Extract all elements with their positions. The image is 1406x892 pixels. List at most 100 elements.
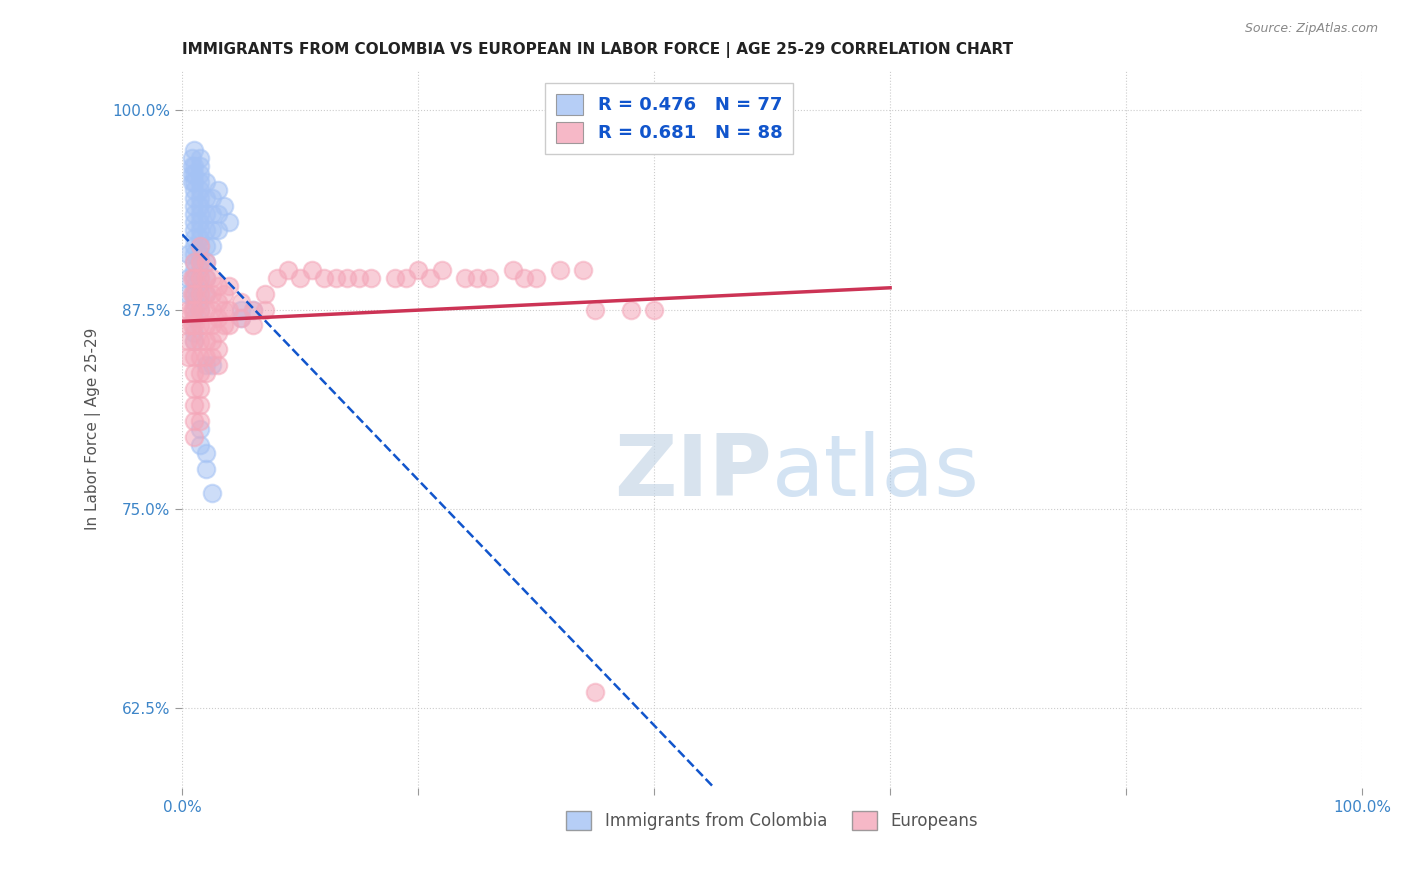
Point <box>325 270 347 285</box>
Point <box>188 254 211 268</box>
Point <box>183 278 205 293</box>
Point <box>194 207 217 221</box>
Point <box>183 294 205 309</box>
Point <box>194 359 217 373</box>
Point <box>360 270 382 285</box>
Point <box>194 254 217 268</box>
Point <box>183 270 205 285</box>
Point <box>188 286 211 301</box>
Point <box>454 270 477 285</box>
Point <box>207 326 229 341</box>
Point <box>183 318 205 333</box>
Point <box>207 207 229 221</box>
Point <box>218 302 240 317</box>
Point <box>188 351 211 365</box>
Point <box>218 215 240 229</box>
Point <box>201 270 224 285</box>
Point <box>253 286 276 301</box>
Point <box>183 326 205 341</box>
Point <box>177 318 200 333</box>
Point <box>207 294 229 309</box>
Point <box>384 270 406 285</box>
Point <box>619 302 641 317</box>
Point <box>212 286 235 301</box>
Point <box>194 191 217 205</box>
Point <box>188 246 211 260</box>
Point <box>183 398 205 412</box>
Text: ZIP: ZIP <box>614 431 772 514</box>
Point <box>201 334 224 349</box>
Point <box>183 382 205 396</box>
Point <box>201 302 224 317</box>
Point <box>183 286 205 301</box>
Point <box>188 302 211 317</box>
Point <box>188 239 211 253</box>
Point <box>183 167 205 181</box>
Point <box>201 223 224 237</box>
Point <box>212 318 235 333</box>
Point <box>188 199 211 213</box>
Point <box>201 486 224 500</box>
Point <box>194 239 217 253</box>
Point <box>180 151 202 165</box>
Point <box>183 239 205 253</box>
Point <box>188 270 211 285</box>
Point <box>207 278 229 293</box>
Point <box>201 207 224 221</box>
Point <box>183 183 205 197</box>
Point <box>177 302 200 317</box>
Point <box>419 270 441 285</box>
Point <box>183 159 205 173</box>
Point <box>188 262 211 277</box>
Point <box>183 310 205 325</box>
Point <box>253 302 276 317</box>
Point <box>188 270 211 285</box>
Point <box>183 334 205 349</box>
Point <box>183 334 205 349</box>
Point <box>194 286 217 301</box>
Point <box>207 310 229 325</box>
Text: IMMIGRANTS FROM COLOMBIA VS EUROPEAN IN LABOR FORCE | AGE 25-29 CORRELATION CHAR: IMMIGRANTS FROM COLOMBIA VS EUROPEAN IN … <box>183 42 1014 58</box>
Point <box>180 318 202 333</box>
Point <box>188 231 211 245</box>
Point <box>183 270 205 285</box>
Point <box>201 239 224 253</box>
Point <box>183 207 205 221</box>
Point <box>290 270 312 285</box>
Point <box>183 199 205 213</box>
Point <box>183 231 205 245</box>
Point <box>188 334 211 349</box>
Point <box>188 191 211 205</box>
Point <box>183 302 205 317</box>
Point <box>524 270 547 285</box>
Point <box>188 318 211 333</box>
Point <box>242 318 264 333</box>
Point <box>231 310 253 325</box>
Point <box>207 183 229 197</box>
Point <box>188 302 211 317</box>
Point <box>301 262 323 277</box>
Point <box>177 286 200 301</box>
Point <box>188 414 211 428</box>
Legend: R = 0.476   N = 77, R = 0.681   N = 88: R = 0.476 N = 77, R = 0.681 N = 88 <box>546 83 793 153</box>
Point <box>188 254 211 268</box>
Point <box>183 223 205 237</box>
Point <box>572 262 595 277</box>
Point <box>312 270 335 285</box>
Point <box>188 183 211 197</box>
Point <box>188 438 211 452</box>
Point <box>194 446 217 460</box>
Point <box>336 270 359 285</box>
Point <box>188 151 211 165</box>
Point <box>231 310 253 325</box>
Point <box>347 270 370 285</box>
Point <box>188 207 211 221</box>
Point <box>194 223 217 237</box>
Point <box>183 414 205 428</box>
Point <box>277 262 299 277</box>
Point <box>201 318 224 333</box>
Point <box>207 359 229 373</box>
Point <box>183 430 205 444</box>
Point <box>188 159 211 173</box>
Point <box>194 270 217 285</box>
